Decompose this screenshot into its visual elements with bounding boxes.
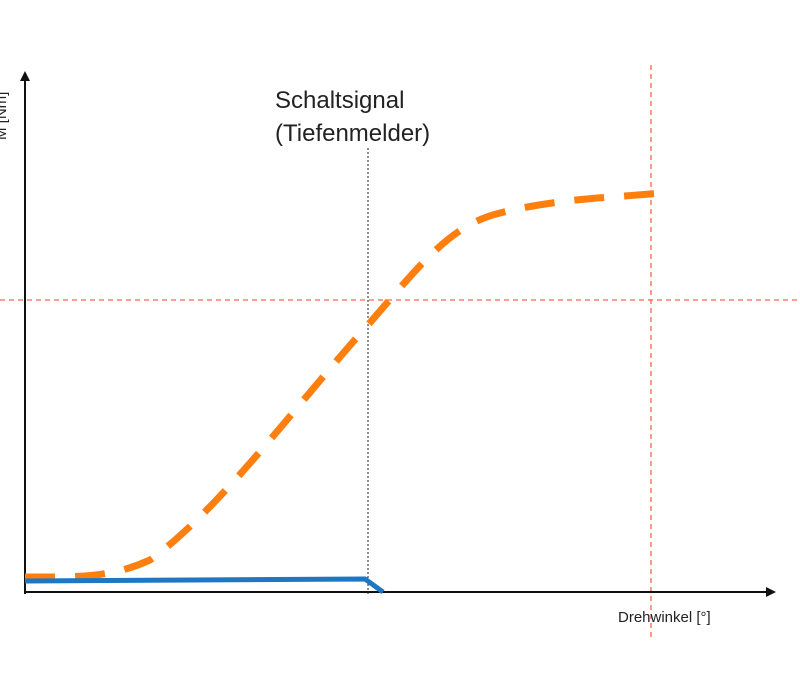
annotation-line1: Schaltsignal [275,87,404,114]
torque-curve [24,189,661,581]
signal-curve [24,576,385,595]
x-axis-label: Drehwinkel [°] [618,609,711,626]
annotation-line2: (Tiefenmelder) [275,120,430,147]
y-axis-label: M [Nm] [0,92,10,140]
